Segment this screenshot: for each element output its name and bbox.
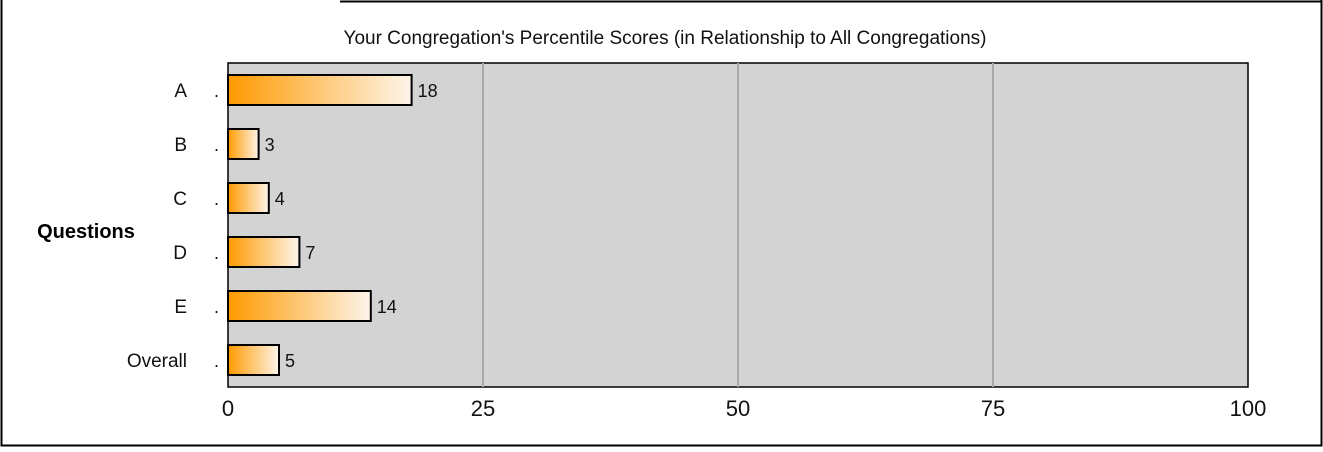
bar-a xyxy=(227,74,413,106)
grid-lines xyxy=(482,63,994,387)
category-label-c: C xyxy=(173,189,187,210)
category-dot-e: . xyxy=(214,297,219,317)
category-label-b: B xyxy=(174,135,187,156)
x-tick-label-25: 25 xyxy=(471,396,495,421)
y-axis-label: Questions xyxy=(37,221,135,243)
bar-c xyxy=(227,182,270,214)
bar-overall xyxy=(227,344,280,376)
category-label-a: A xyxy=(174,81,187,102)
category-dot-overall: . xyxy=(214,351,219,371)
category-label-e: E xyxy=(174,297,187,318)
x-tick-label-0: 0 xyxy=(222,396,234,421)
bar-e xyxy=(227,290,372,322)
value-label-a: 18 xyxy=(418,81,438,101)
category-dot-b: . xyxy=(214,135,219,155)
category-dot-d: . xyxy=(214,243,219,263)
x-tick-label-50: 50 xyxy=(726,396,750,421)
value-label-b: 3 xyxy=(265,135,275,155)
value-label-d: 7 xyxy=(305,243,315,263)
x-tick-label-75: 75 xyxy=(981,396,1005,421)
bar-d xyxy=(227,236,301,268)
category-label-d: D xyxy=(173,243,187,264)
x-tick-label-100: 100 xyxy=(1230,396,1267,421)
value-label-overall: 5 xyxy=(285,351,295,371)
bars: 18 3 4 7 14 5 xyxy=(227,74,438,376)
value-label-e: 14 xyxy=(377,297,397,317)
category-labels: A . B . C . D . E . Overall. xyxy=(127,81,219,372)
bar-b xyxy=(227,128,260,160)
value-label-c: 4 xyxy=(275,189,285,209)
category-dot-c: . xyxy=(214,189,219,209)
category-dot-a: . xyxy=(214,81,219,101)
chart-title: Your Congregation's Percentile Scores (i… xyxy=(344,28,987,49)
x-axis-ticks: 0 25 50 75 100 xyxy=(222,396,1266,421)
category-label-overall: Overall xyxy=(127,351,187,372)
